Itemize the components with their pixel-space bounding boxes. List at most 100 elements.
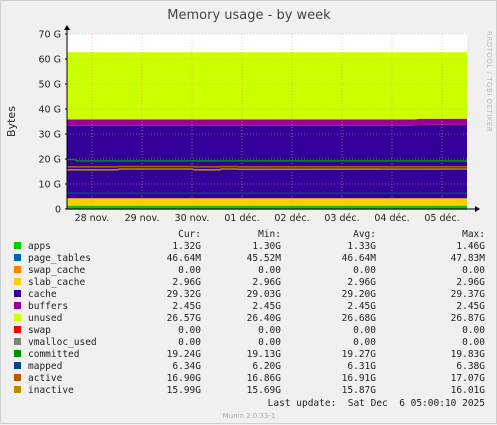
x-axis-arrow xyxy=(475,206,480,212)
legend-avg: 0.00 xyxy=(353,337,376,348)
x-tick-label: 30 nov. xyxy=(175,213,210,224)
legend-max: 6.38G xyxy=(456,361,485,372)
legend-cur: 6.34G xyxy=(172,361,201,372)
legend-cur: 16.90G xyxy=(167,373,202,384)
legend-name: slab_cache xyxy=(28,277,85,288)
legend-max: 29.37G xyxy=(451,289,486,300)
legend-swatch-unused xyxy=(14,314,21,321)
y-tick-label: 60 G xyxy=(39,55,61,66)
legend-swatch-mapped xyxy=(14,362,21,369)
chart-title: Memory usage - by week xyxy=(167,8,331,23)
area-slab_cache xyxy=(67,198,467,205)
legend-min: 0.00 xyxy=(258,265,281,276)
legend-avg: 26.68G xyxy=(342,313,377,324)
legend-avg: 15.87G xyxy=(342,385,377,396)
legend-avg: 29.20G xyxy=(342,289,377,300)
y-tick-label: 40 G xyxy=(39,105,61,116)
munin-version: Munin 2.0.33-1 xyxy=(223,412,276,420)
legend-swatch-vmalloc_used xyxy=(14,338,21,345)
line-inactive xyxy=(67,169,467,170)
legend-name: unused xyxy=(28,313,62,324)
legend-swatch-swap_cache xyxy=(14,266,21,273)
area-buffers xyxy=(67,119,467,126)
legend-swatch-apps xyxy=(14,242,21,249)
legend-min: 29.03G xyxy=(247,289,282,300)
legend-swatch-committed xyxy=(14,350,21,357)
legend-name: cache xyxy=(28,289,57,300)
legend-min: 0.00 xyxy=(258,325,281,336)
legend-avg: 6.31G xyxy=(347,361,376,372)
legend-max: 17.07G xyxy=(451,373,486,384)
legend-header: Avg: xyxy=(353,229,376,240)
legend-max: 0.00 xyxy=(462,337,485,348)
legend-cur: 1.32G xyxy=(172,241,201,252)
legend-avg: 46.64M xyxy=(342,253,377,264)
legend-avg: 0.00 xyxy=(353,265,376,276)
y-axis-label: Bytes xyxy=(5,106,18,137)
legend-min: 15.69G xyxy=(247,385,282,396)
legend-name: swap_cache xyxy=(28,265,85,276)
legend-cur: 0.00 xyxy=(178,337,201,348)
legend-max: 26.87G xyxy=(451,313,486,324)
legend-cur: 15.99G xyxy=(167,385,202,396)
legend-max: 47.83M xyxy=(451,253,486,264)
legend-cur: 26.57G xyxy=(167,313,202,324)
legend-min: 0.00 xyxy=(258,337,281,348)
legend-min: 16.86G xyxy=(247,373,282,384)
x-tick-label: 28 nov. xyxy=(75,213,110,224)
legend-max: 0.00 xyxy=(462,265,485,276)
legend-avg: 2.45G xyxy=(347,301,376,312)
last-update: Last update: Sat Dec 6 05:00:10 2025 xyxy=(268,398,485,409)
legend-swatch-cache xyxy=(14,290,21,297)
legend-name: apps xyxy=(28,241,51,252)
legend-header: Min: xyxy=(258,229,281,240)
legend-min: 45.52M xyxy=(247,253,282,264)
legend-cur: 19.24G xyxy=(167,349,202,360)
legend-name: committed xyxy=(28,349,79,360)
legend-min: 19.13G xyxy=(247,349,282,360)
legend-swatch-swap xyxy=(14,326,21,333)
legend-cur: 46.64M xyxy=(167,253,202,264)
legend-max: 0.00 xyxy=(462,325,485,336)
y-tick-label: 50 G xyxy=(39,80,61,91)
legend-cur: 0.00 xyxy=(178,325,201,336)
legend-name: mapped xyxy=(28,361,62,372)
legend-swatch-inactive xyxy=(14,386,21,393)
rrdtool-label: RRDTOOL / TOBI OETIKER xyxy=(485,31,493,132)
y-axis-arrow xyxy=(64,25,70,30)
legend-cur: 2.96G xyxy=(172,277,201,288)
x-tick-label: 05 déc. xyxy=(424,213,459,224)
legend-header: Max: xyxy=(462,229,485,240)
legend-min: 2.45G xyxy=(252,301,281,312)
x-tick-label: 03 déc. xyxy=(324,213,359,224)
legend-max: 2.45G xyxy=(456,301,485,312)
y-tick-label: 10 G xyxy=(39,180,61,191)
legend-avg: 19.27G xyxy=(342,349,377,360)
legend-min: 26.40G xyxy=(247,313,282,324)
legend-min: 6.20G xyxy=(252,361,281,372)
y-tick-label: 70 G xyxy=(39,30,61,41)
x-tick-label: 02 déc. xyxy=(274,213,309,224)
legend-cur: 0.00 xyxy=(178,265,201,276)
legend-name: vmalloc_used xyxy=(28,337,97,348)
legend-max: 1.46G xyxy=(456,241,485,252)
legend-swatch-buffers xyxy=(14,302,21,309)
legend-avg: 2.96G xyxy=(347,277,376,288)
legend-cur: 29.32G xyxy=(167,289,202,300)
legend-avg: 0.00 xyxy=(353,325,376,336)
legend-avg: 16.91G xyxy=(342,373,377,384)
y-tick-label: 0 xyxy=(55,205,61,216)
area-unused xyxy=(67,52,467,119)
legend-avg: 1.33G xyxy=(347,241,376,252)
legend-max: 19.83G xyxy=(451,349,486,360)
legend-header: Cur: xyxy=(178,229,201,240)
legend-max: 2.96G xyxy=(456,277,485,288)
legend-min: 2.96G xyxy=(252,277,281,288)
legend-max: 16.01G xyxy=(451,385,486,396)
legend-cur: 2.45G xyxy=(172,301,201,312)
y-tick-label: 30 G xyxy=(39,130,61,141)
legend-swatch-page_tables xyxy=(14,254,21,261)
x-tick-label: 29 nov. xyxy=(125,213,160,224)
legend-name: inactive xyxy=(28,385,74,396)
